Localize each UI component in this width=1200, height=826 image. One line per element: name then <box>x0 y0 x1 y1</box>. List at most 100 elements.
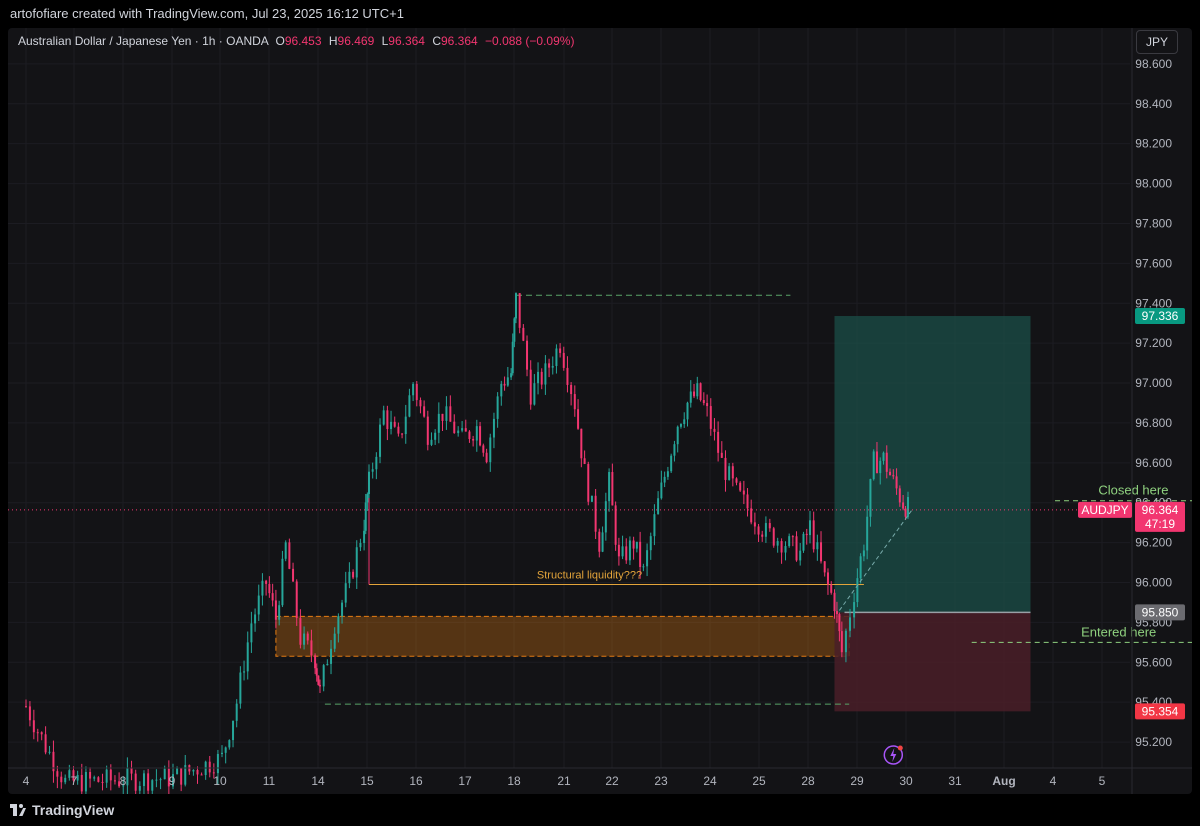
x-tick-label: 29 <box>850 774 864 788</box>
candle-body <box>341 602 344 617</box>
y-tick-label: 97.200 <box>1135 336 1172 350</box>
candle-body <box>853 602 856 618</box>
candle-body <box>859 556 862 579</box>
candle-body <box>281 558 284 606</box>
candle-body <box>772 528 775 546</box>
candle-body <box>232 720 235 741</box>
candle-body <box>314 655 317 669</box>
candle-body <box>212 772 215 774</box>
candle-body <box>601 532 604 552</box>
candle-body <box>720 452 723 458</box>
candle-body <box>529 369 532 405</box>
x-tick-label: 23 <box>654 774 668 788</box>
candle-body <box>113 780 116 782</box>
low-value: 96.364 <box>388 34 425 48</box>
candle-body <box>44 734 47 753</box>
candle-body <box>461 428 464 431</box>
candle-body <box>216 753 219 774</box>
open-key: O <box>275 34 285 48</box>
x-tick-label: 24 <box>703 774 717 788</box>
candle-body <box>693 391 696 397</box>
candle-body <box>577 409 580 429</box>
candle-body <box>453 421 456 434</box>
candle-body <box>522 327 525 341</box>
candle-body <box>515 293 517 319</box>
candle-body <box>753 522 756 527</box>
candle-body <box>660 482 663 499</box>
candle-body <box>898 488 901 503</box>
candle-body <box>397 426 400 434</box>
candle-body <box>479 426 482 446</box>
chart-canvas[interactable]: Structural liquidity??? Entered here Close… <box>8 28 1192 794</box>
candle-body <box>904 508 907 517</box>
candle-body <box>573 394 576 410</box>
candle-body <box>147 773 150 791</box>
y-tick-label: 95.200 <box>1135 735 1172 749</box>
currency-button[interactable]: JPY <box>1136 30 1178 54</box>
candle-body <box>449 406 452 422</box>
candle-body <box>330 648 333 664</box>
candle-body <box>368 471 370 495</box>
order-block-zone <box>275 615 850 657</box>
candle-body <box>895 476 898 489</box>
candle-body <box>583 458 586 464</box>
candle-body <box>292 568 295 582</box>
x-tick-label: 30 <box>899 774 913 788</box>
candle-body <box>317 675 320 685</box>
candle-body <box>257 595 260 615</box>
candle-body <box>393 421 396 427</box>
candle-body <box>271 593 274 601</box>
candle-body <box>126 768 129 786</box>
candle-body <box>757 526 760 535</box>
candle-body <box>750 508 753 523</box>
x-tick-label: 11 <box>263 774 276 788</box>
candle-body <box>907 497 909 517</box>
candle-body <box>649 536 652 551</box>
candle-body <box>363 530 366 543</box>
candle-body <box>25 706 27 708</box>
candle-body <box>52 751 55 772</box>
candle-body <box>869 479 872 517</box>
candle-body <box>840 631 843 653</box>
candle-body <box>352 571 355 578</box>
candle-body <box>537 371 540 384</box>
candle-body <box>243 671 246 673</box>
x-tick-label: 5 <box>1099 774 1106 788</box>
candle-body <box>415 383 418 401</box>
candle-body <box>598 531 601 552</box>
candle-body <box>371 469 374 472</box>
candle-body <box>511 341 514 374</box>
candle-body <box>713 428 716 432</box>
candle-body <box>657 498 660 515</box>
candle-body <box>208 761 211 773</box>
candle-body <box>192 769 195 772</box>
candle-body <box>359 542 362 548</box>
candle-body <box>105 769 108 783</box>
candle-body <box>621 546 624 557</box>
candle-body <box>768 523 771 529</box>
candle-body <box>89 772 92 779</box>
y-tick-label: 98.600 <box>1135 57 1172 71</box>
candle-body <box>142 773 145 787</box>
symbol-tag: AUDJPY <box>1081 503 1128 517</box>
entered-label: Entered here <box>1081 624 1156 639</box>
x-tick-label: 15 <box>360 774 374 788</box>
candle-body <box>802 533 805 551</box>
candle-body <box>805 533 808 536</box>
ohlc-legend: Australian Dollar / Japanese Yen · 1h · … <box>18 34 574 48</box>
candle-body <box>566 367 569 385</box>
change-value: −0.088 (−0.09%) <box>485 34 575 48</box>
candle-body <box>355 547 358 578</box>
candle-body <box>101 781 104 783</box>
y-tick-label: 97.400 <box>1135 296 1172 310</box>
tradingview-logo[interactable]: TradingView <box>10 802 114 818</box>
candle-body <box>580 428 583 459</box>
candle-body <box>856 578 859 603</box>
candle-body <box>635 541 638 549</box>
candle-body <box>138 786 141 791</box>
structural-liquidity-label: Structural liquidity??? <box>537 569 642 581</box>
candle-body <box>167 768 170 787</box>
candle-body <box>344 583 347 603</box>
candle-body <box>72 770 75 781</box>
candle-body <box>879 460 882 474</box>
